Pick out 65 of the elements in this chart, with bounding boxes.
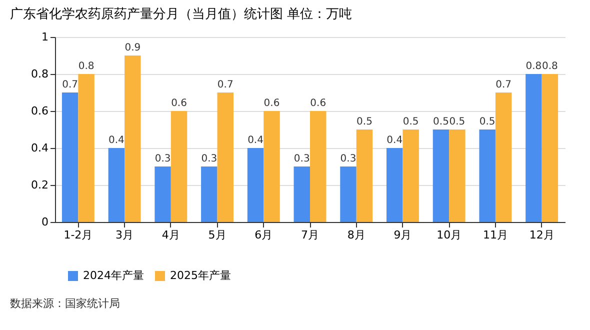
y-tick-label: 1 <box>42 30 48 44</box>
bar <box>154 166 171 222</box>
bar <box>78 74 94 222</box>
x-tick-label: 3月 <box>116 228 134 242</box>
data-label: 0.4 <box>248 135 264 146</box>
y-tick-label: 0.4 <box>31 142 48 154</box>
data-label: 0.3 <box>154 154 171 164</box>
x-tick-label: 12月 <box>529 228 554 242</box>
data-label: 0.9 <box>124 42 141 54</box>
bar <box>217 92 234 222</box>
source-note: 数据来源：国家统计局 <box>10 297 120 310</box>
data-label: 0.5 <box>402 116 419 128</box>
bar <box>432 130 450 222</box>
data-label: 0.7 <box>62 80 78 90</box>
bar <box>402 130 419 222</box>
bar <box>264 111 280 222</box>
bar <box>124 56 141 222</box>
data-label: 0.5 <box>356 116 372 128</box>
data-label: 0.5 <box>449 116 466 128</box>
data-label: 0.3 <box>294 154 310 164</box>
y-tick-label: 0.6 <box>31 104 48 118</box>
bar <box>247 148 264 222</box>
bar <box>170 111 188 222</box>
data-label: 0.3 <box>201 154 218 164</box>
legend-label: 2024年产量 <box>83 269 144 282</box>
data-label: 0.4 <box>108 135 124 146</box>
data-label: 0.8 <box>78 61 94 72</box>
data-label: 0.4 <box>386 135 403 146</box>
bar <box>449 130 466 222</box>
y-tick-label: 0.8 <box>31 68 48 80</box>
y-tick-label: 0 <box>42 216 48 228</box>
data-label: 0.7 <box>496 80 512 90</box>
x-tick-label: 11月 <box>482 228 508 242</box>
data-label: 0.8 <box>542 61 558 72</box>
bar <box>62 92 78 222</box>
bar <box>542 74 558 222</box>
bar <box>294 166 310 222</box>
x-tick-label: 1-2月 <box>64 228 93 242</box>
data-label: 0.3 <box>340 154 356 164</box>
data-label: 0.8 <box>526 61 542 72</box>
y-tick-label: 0.2 <box>31 178 48 192</box>
legend-label: 2025年产量 <box>170 269 231 282</box>
x-tick-label: 6月 <box>254 228 273 242</box>
data-label: 0.5 <box>433 116 449 128</box>
bar <box>356 130 373 222</box>
data-label: 0.6 <box>171 98 187 109</box>
x-tick-label: 7月 <box>301 228 319 242</box>
x-tick-label: 10月 <box>436 228 462 242</box>
data-label: 0.5 <box>479 116 496 128</box>
data-label: 0.6 <box>310 98 326 109</box>
bar <box>310 111 326 222</box>
x-tick-label: 5月 <box>208 228 226 242</box>
chart-title: 广东省化学农药原药产量分月（当月值）统计图 单位：万吨 <box>10 7 352 22</box>
bar <box>201 166 218 222</box>
bar <box>526 74 542 222</box>
data-label: 0.7 <box>217 80 234 90</box>
x-tick-label: 9月 <box>394 228 412 242</box>
x-tick-label: 4月 <box>162 228 180 242</box>
bar <box>386 148 403 222</box>
bar <box>479 130 496 222</box>
data-label: 0.6 <box>264 98 280 109</box>
x-tick-label: 8月 <box>347 228 366 242</box>
bar <box>340 166 356 222</box>
bar <box>495 92 512 222</box>
bar <box>108 148 125 222</box>
